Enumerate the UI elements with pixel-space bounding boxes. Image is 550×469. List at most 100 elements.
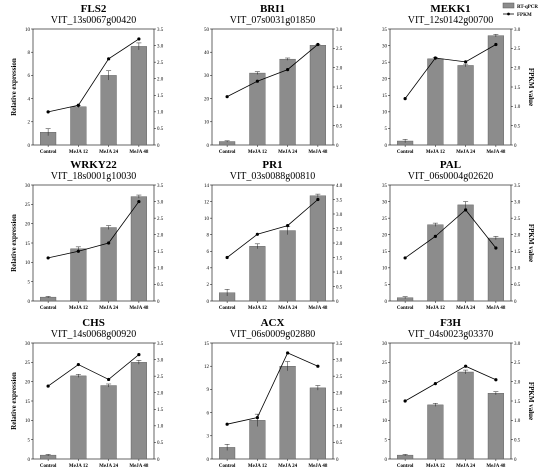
bar — [457, 371, 474, 460]
left-tick-label: 2 — [28, 121, 31, 126]
left-tick-label: 5 — [385, 438, 388, 443]
right-tick-label: 2.0 — [157, 392, 164, 397]
left-tick-label: 40 — [204, 51, 210, 56]
fpkm-line — [227, 352, 319, 425]
panel-title: PR1 — [262, 159, 282, 171]
x-tick-label: MeJA 48 — [486, 464, 506, 469]
right-tick-label: 3.0 — [157, 44, 164, 49]
right-axis-label: FPKM value — [527, 68, 535, 106]
x-tick-label: MeJA 12 — [426, 464, 446, 469]
left-tick-label: 30 — [25, 342, 31, 347]
bar — [457, 65, 474, 146]
panel-subtitle: VIT_06s0004g02620 — [408, 171, 494, 182]
left-tick-label: 12 — [204, 365, 210, 370]
bar — [309, 45, 326, 146]
plot-frame — [211, 342, 334, 460]
fpkm-line — [404, 209, 497, 259]
left-tick-label: 8 — [28, 51, 31, 56]
left-axis-label: Relative expression — [10, 58, 18, 116]
bar — [100, 227, 117, 302]
x-tick-label: MeJA 12 — [426, 306, 446, 311]
right-tick-label: 1.5 — [336, 408, 343, 413]
fpkm-point — [286, 224, 290, 228]
left-tick-label: 0 — [385, 458, 388, 463]
left-tick-label: 10 — [382, 419, 388, 424]
fpkm-point — [464, 364, 468, 368]
x-tick-label: MeJA 48 — [129, 464, 149, 469]
panel-subtitle: VIT_07s0031g01850 — [230, 15, 316, 26]
left-tick-label: 5 — [385, 283, 388, 288]
bar — [130, 46, 147, 146]
x-tick-label: MeJA 24 — [278, 464, 298, 469]
left-tick-label: 30 — [382, 342, 388, 347]
bar — [309, 387, 326, 460]
panel-title: MEKK1 — [430, 3, 470, 15]
left-tick-label: 5 — [385, 127, 388, 132]
x-tick-label: MeJA 48 — [308, 306, 328, 311]
left-tick-label: 30 — [204, 74, 210, 79]
right-tick-label: 2.5 — [336, 375, 343, 380]
right-tick-label: 0.5 — [514, 438, 521, 443]
bar — [100, 385, 117, 460]
fpkm-point — [107, 241, 111, 245]
right-tick-label: 0.5 — [514, 283, 521, 288]
x-tick-label: MeJA 12 — [69, 150, 89, 155]
plot-frame — [32, 28, 155, 146]
legend-line-marker — [507, 12, 510, 16]
panel-title: FLS2 — [81, 3, 107, 15]
fpkm-point — [255, 232, 259, 236]
right-tick-label: 2.5 — [336, 47, 343, 52]
left-tick-label: 10 — [204, 217, 210, 222]
x-tick-label: Control — [397, 464, 414, 469]
x-tick-label: Control — [219, 150, 236, 155]
fpkm-point — [316, 197, 320, 202]
fpkm-point — [46, 110, 50, 114]
right-tick-label: 3.0 — [336, 213, 343, 218]
right-tick-label: 3.5 — [157, 342, 164, 347]
x-tick-label: MeJA 12 — [248, 306, 268, 311]
left-tick-label: 35 — [382, 28, 388, 33]
left-tick-label: 0 — [207, 144, 210, 149]
x-tick-label: MeJA 48 — [486, 150, 506, 155]
left-tick-label: 0 — [207, 458, 210, 463]
left-tick-label: 15 — [382, 400, 388, 405]
right-tick-label: 3.5 — [514, 184, 521, 189]
left-tick-label: 5 — [28, 438, 31, 443]
left-tick-label: 5 — [28, 280, 31, 285]
fpkm-line — [226, 199, 319, 258]
left-tick-label: 25 — [382, 217, 388, 222]
fpkm-line — [48, 38, 140, 113]
left-tick-label: 0 — [28, 144, 31, 149]
panel-title: CHS — [82, 317, 105, 329]
left-tick-label: 8 — [207, 234, 210, 239]
right-tick-label: 1.0 — [336, 271, 343, 276]
right-tick-label: 2.0 — [336, 66, 343, 71]
fpkm-point — [137, 353, 141, 357]
left-tick-label: 30 — [25, 184, 31, 189]
left-axis-label: Relative expression — [10, 372, 18, 430]
panel-title: F3H — [440, 317, 461, 329]
right-tick-label: 3.5 — [157, 28, 164, 33]
left-tick-label: 15 — [382, 250, 388, 255]
right-tick-label: 1.5 — [336, 256, 343, 261]
right-tick-label: 1.0 — [157, 267, 164, 272]
right-tick-label: 2.5 — [157, 375, 164, 380]
x-tick-label: MeJA 12 — [248, 150, 268, 155]
left-tick-label: 25 — [25, 203, 31, 208]
left-tick-label: 20 — [382, 78, 388, 83]
right-tick-label: 3.0 — [157, 358, 164, 363]
legend-line-label: FPKM — [517, 13, 532, 18]
left-tick-label: 0 — [385, 144, 388, 149]
right-tick-label: 1.5 — [514, 86, 521, 91]
right-tick-label: 0.5 — [336, 285, 343, 290]
fpkm-point — [76, 249, 80, 253]
left-tick-label: 35 — [382, 184, 388, 189]
bar — [70, 248, 87, 302]
left-tick-label: 15 — [25, 400, 31, 405]
right-tick-label: 3.5 — [336, 342, 343, 347]
bar — [427, 404, 444, 460]
panel-subtitle: VIT_12s0142g00700 — [408, 15, 494, 26]
